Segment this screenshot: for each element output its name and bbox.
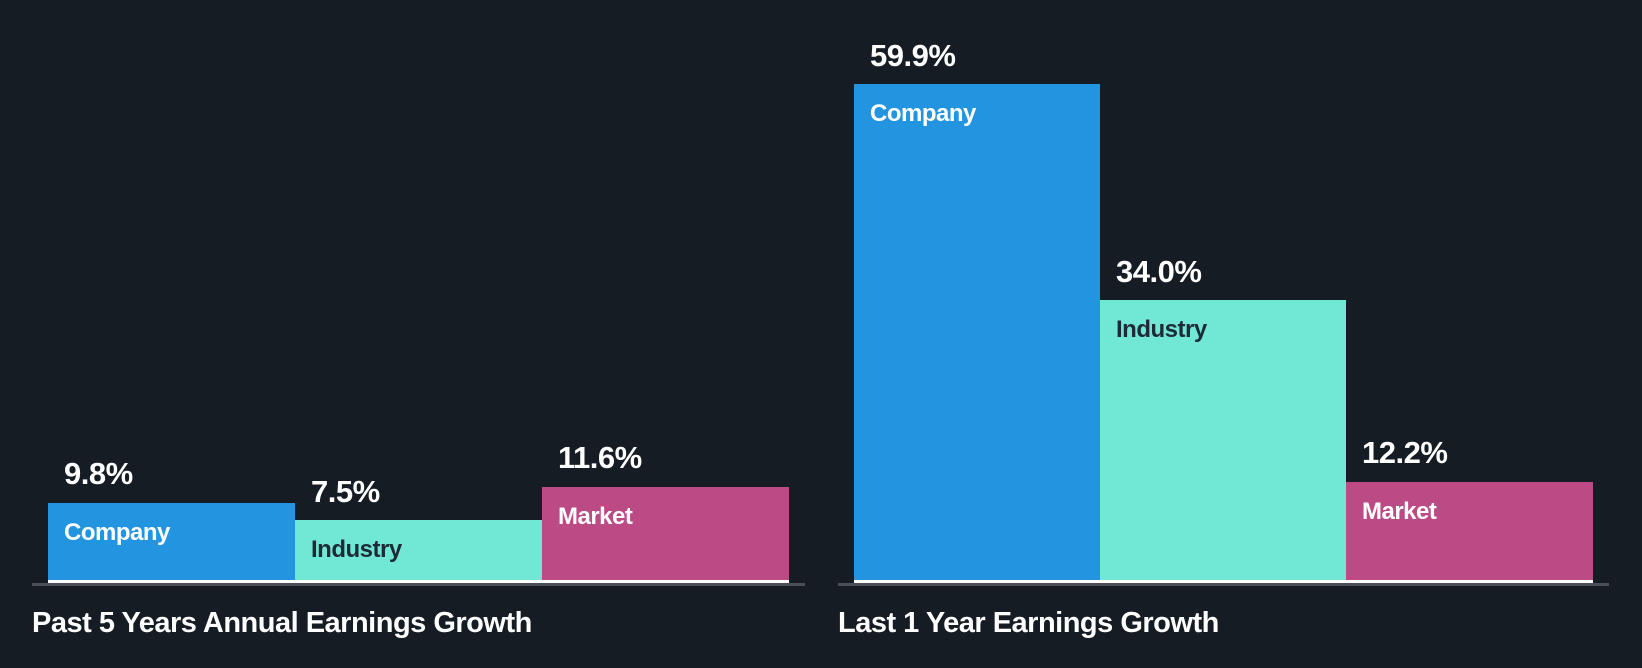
bar-company: Company (854, 84, 1100, 582)
chart-title: Last 1 Year Earnings Growth (838, 607, 1219, 639)
bar-label: Industry (311, 536, 402, 563)
bar-label: Market (1362, 498, 1437, 525)
bar-baseline (854, 580, 1593, 583)
bar-industry: Industry (295, 520, 542, 582)
bar-baseline (48, 580, 789, 583)
bar-label: Industry (1116, 316, 1207, 343)
bar-market: Market (542, 487, 789, 582)
bar-company: Company (48, 503, 295, 582)
value-label-industry: 34.0% (1116, 254, 1202, 289)
bar-industry: Industry (1100, 300, 1346, 582)
value-label-company: 59.9% (870, 38, 956, 73)
value-label-market: 11.6% (558, 440, 642, 475)
value-label-market: 12.2% (1362, 435, 1448, 470)
chart-title: Past 5 Years Annual Earnings Growth (32, 607, 532, 639)
bar-label: Company (64, 519, 170, 546)
x-axis-line (838, 583, 1609, 586)
value-label-company: 9.8% (64, 456, 133, 491)
bar-label: Market (558, 503, 633, 530)
value-label-industry: 7.5% (311, 474, 380, 509)
bar-label: Company (870, 100, 976, 127)
x-axis-line (32, 583, 805, 586)
bar-market: Market (1346, 482, 1593, 582)
